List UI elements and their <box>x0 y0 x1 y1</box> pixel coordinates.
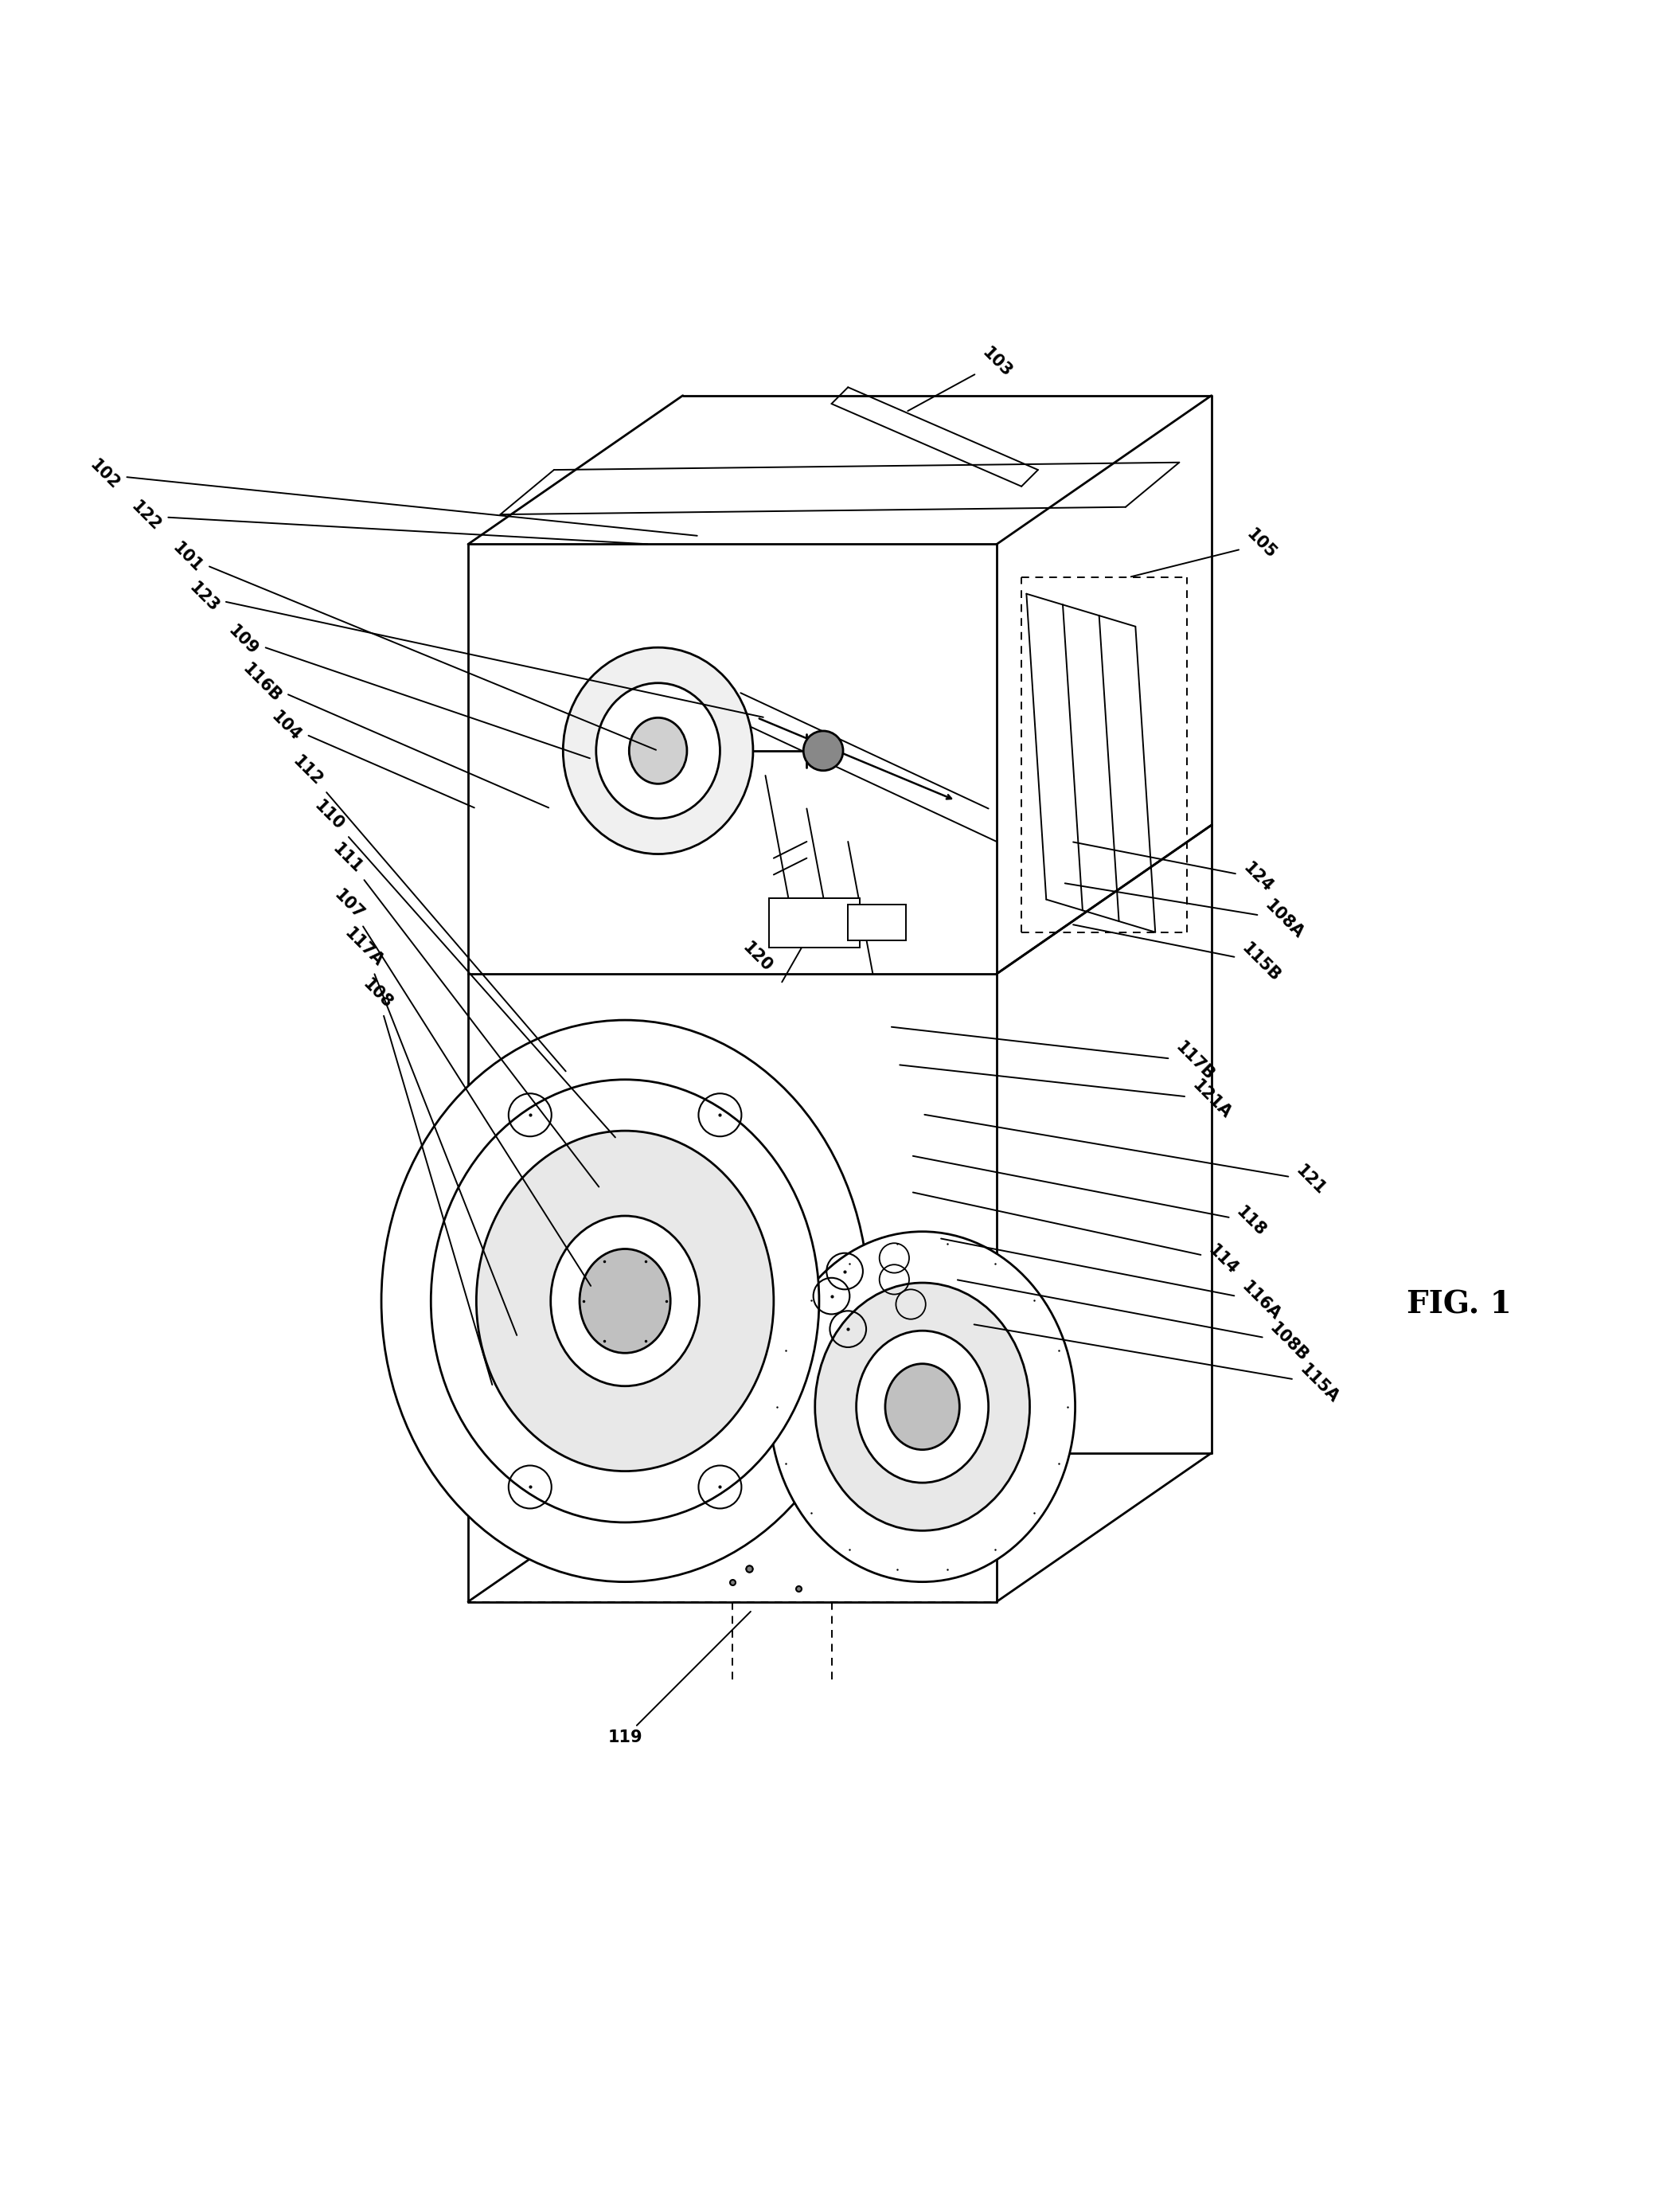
Text: 102: 102 <box>86 458 697 535</box>
Text: 110: 110 <box>311 796 615 1137</box>
Text: FIG. 1: FIG. 1 <box>1407 1290 1512 1318</box>
Ellipse shape <box>381 1020 868 1582</box>
Text: 117B: 117B <box>891 1026 1217 1084</box>
Text: 111: 111 <box>329 841 599 1188</box>
Text: 108: 108 <box>359 975 492 1385</box>
Text: 116A: 116A <box>941 1239 1284 1323</box>
Text: 119: 119 <box>607 1613 750 1745</box>
Ellipse shape <box>580 1250 670 1354</box>
Text: 112: 112 <box>289 752 565 1071</box>
Text: 118: 118 <box>913 1157 1269 1239</box>
Circle shape <box>803 730 843 770</box>
Text: 120: 120 <box>740 940 775 975</box>
Text: 115A: 115A <box>975 1325 1342 1407</box>
Text: 117A: 117A <box>341 925 517 1336</box>
Ellipse shape <box>550 1217 700 1387</box>
Text: 121: 121 <box>925 1115 1329 1199</box>
Text: 108A: 108A <box>1064 883 1307 942</box>
Ellipse shape <box>815 1283 1029 1531</box>
Ellipse shape <box>885 1365 960 1449</box>
Text: 114: 114 <box>913 1192 1241 1279</box>
Ellipse shape <box>856 1332 988 1482</box>
Text: 122: 122 <box>128 498 647 544</box>
Ellipse shape <box>595 684 720 818</box>
Ellipse shape <box>476 1130 773 1471</box>
Text: 101: 101 <box>170 540 655 750</box>
Text: 105: 105 <box>1131 526 1279 577</box>
Text: 108B: 108B <box>958 1281 1312 1365</box>
Text: 124: 124 <box>1073 843 1276 896</box>
Ellipse shape <box>564 648 753 854</box>
Ellipse shape <box>629 717 687 783</box>
Text: 121A: 121A <box>900 1064 1234 1121</box>
Text: 107: 107 <box>331 887 590 1285</box>
Ellipse shape <box>770 1232 1076 1582</box>
Ellipse shape <box>431 1079 820 1522</box>
FancyBboxPatch shape <box>768 898 860 947</box>
Text: 116B: 116B <box>239 661 549 807</box>
Text: 103: 103 <box>908 345 1014 411</box>
FancyBboxPatch shape <box>848 905 906 940</box>
Text: 115B: 115B <box>1073 925 1284 984</box>
Text: 109: 109 <box>226 622 590 759</box>
Text: 123: 123 <box>186 580 763 717</box>
Text: 104: 104 <box>268 708 474 807</box>
